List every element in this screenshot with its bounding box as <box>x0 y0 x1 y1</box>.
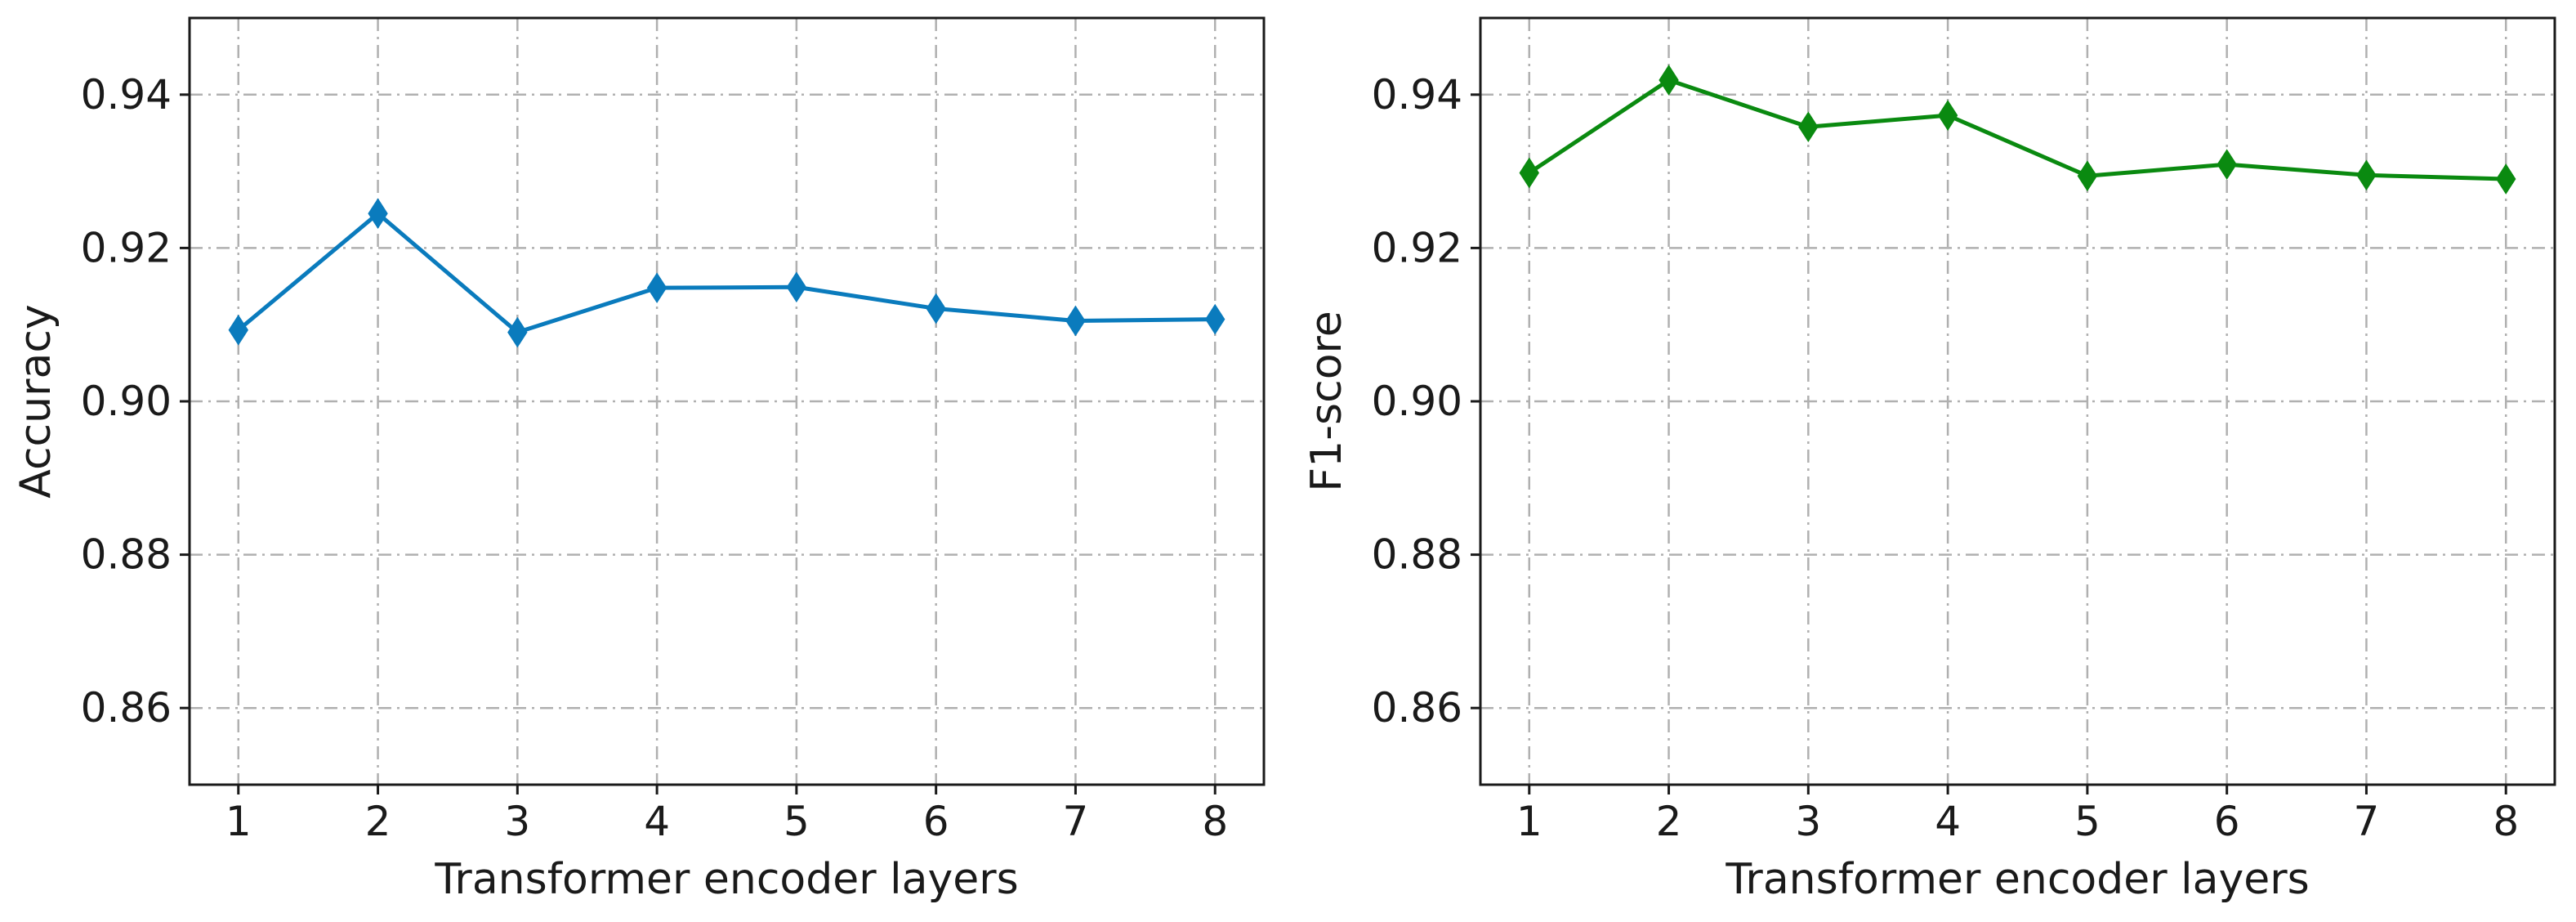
x-tick-label: 2 <box>1656 798 1682 845</box>
series-line <box>237 211 1216 335</box>
y-tick-label: 0.94 <box>81 71 172 119</box>
data-point-marker <box>1798 111 1819 143</box>
x-tick-label: 8 <box>2493 798 2519 845</box>
y-tick-label: 0.92 <box>81 224 172 271</box>
x-tick-label: 1 <box>1516 798 1542 845</box>
data-point-marker <box>646 272 667 304</box>
x-axis-label: Transformer encoder layers <box>434 855 1018 904</box>
data-point-marker <box>2496 163 2516 195</box>
data-point-marker <box>2077 160 2098 192</box>
plot-frame <box>188 16 1266 786</box>
x-tick-label: 3 <box>504 798 530 845</box>
data-point-marker <box>786 271 807 303</box>
y-axis-label: Accuracy <box>11 304 60 498</box>
y-tick-label: 0.86 <box>81 684 172 732</box>
x-tick-label: 4 <box>644 798 670 845</box>
x-tick-label: 5 <box>2074 798 2101 845</box>
data-point-marker <box>1519 157 1539 189</box>
f1-score-panel: 1 2 3 4 5 6 7 8 0.86 0.88 0.90 0.92 0.94 Transformer … <box>1302 16 2556 904</box>
data-point-marker <box>1659 65 1679 96</box>
x-tick-label: 4 <box>1935 798 1961 845</box>
y-tick-label: 0.88 <box>1372 531 1462 579</box>
data-point-marker <box>368 198 388 230</box>
x-tick-label: 7 <box>1063 798 1089 845</box>
data-point-marker <box>1937 100 1958 131</box>
data-point-marker <box>507 316 528 348</box>
data-point-marker <box>2356 159 2377 191</box>
x-tick-label: 8 <box>1202 798 1228 845</box>
plot-frame <box>1479 16 2556 786</box>
x-tick-label: 6 <box>2214 798 2240 845</box>
data-point-marker <box>1065 305 1086 337</box>
y-tick-label: 0.92 <box>1372 224 1462 271</box>
data-point-marker <box>228 314 248 346</box>
accuracy-panel: 1 2 3 4 5 6 7 8 0.86 0.88 0.90 0.92 0.94 Transformer … <box>11 16 1266 904</box>
y-tick-label: 0.88 <box>81 531 172 579</box>
x-tick-label: 6 <box>923 798 949 845</box>
y-tick-label: 0.90 <box>81 378 172 425</box>
data-point-marker <box>2217 149 2237 180</box>
x-tick-label: 3 <box>1795 798 1821 845</box>
data-point-marker <box>1205 303 1225 335</box>
x-tick-label: 1 <box>225 798 252 845</box>
x-tick-label: 2 <box>365 798 391 845</box>
y-tick-label: 0.90 <box>1372 378 1462 425</box>
x-tick-label: 7 <box>2354 798 2380 845</box>
x-axis-label: Transformer encoder layers <box>1725 855 2309 904</box>
x-tick-label: 5 <box>784 798 810 845</box>
series-line <box>1528 78 2507 181</box>
y-tick-label: 0.94 <box>1372 71 1462 119</box>
y-tick-label: 0.86 <box>1372 684 1462 732</box>
y-axis-label: F1-score <box>1302 311 1351 491</box>
data-point-marker <box>926 293 946 324</box>
